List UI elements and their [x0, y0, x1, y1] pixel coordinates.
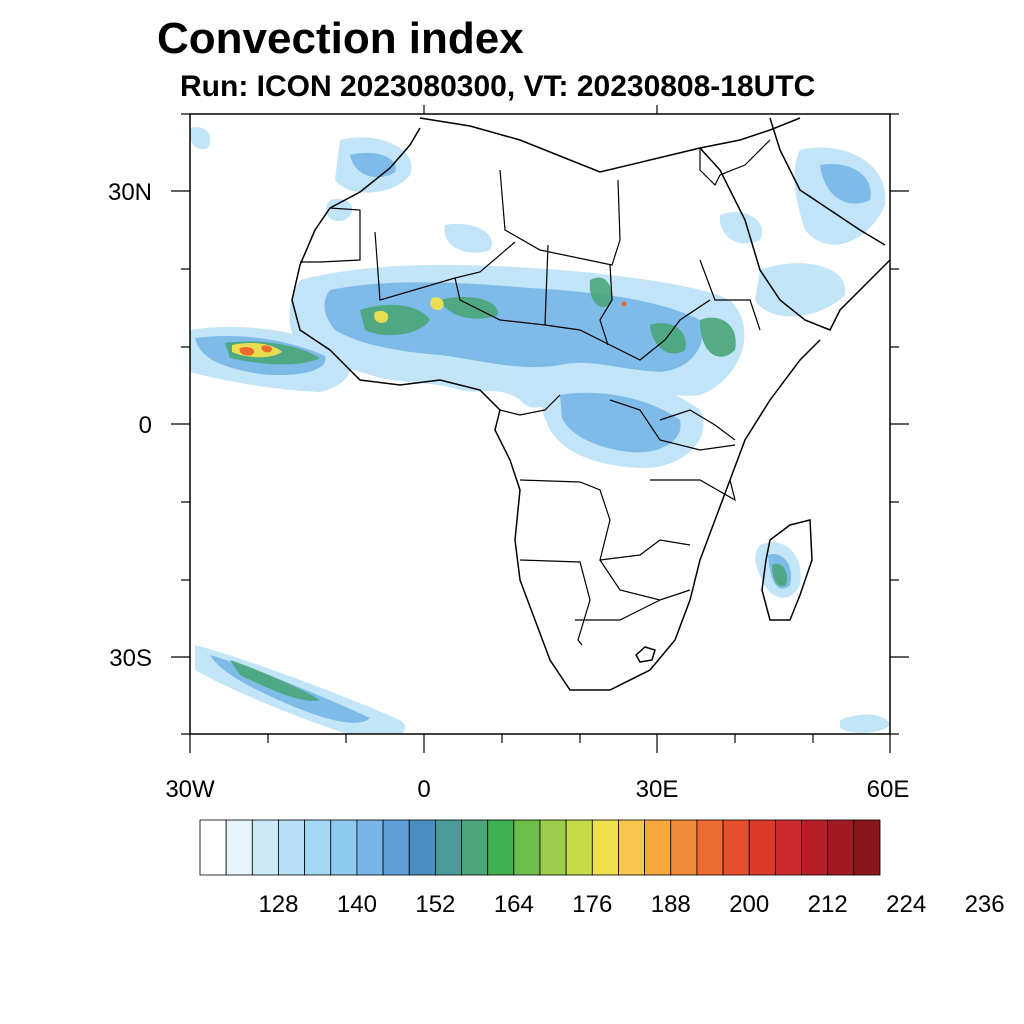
colorbar-box [356, 819, 384, 876]
colorbar-box [801, 819, 829, 876]
colorbar-box [853, 819, 881, 876]
colorbar-box [565, 819, 593, 876]
colorbar [199, 819, 881, 876]
colorbar-label: 188 [651, 891, 691, 918]
colorbar-label: 224 [886, 891, 926, 918]
colorbar-box [774, 819, 802, 876]
colorbar-box [225, 819, 253, 876]
lon-label-30w: 30W [165, 776, 215, 803]
colorbar-box [199, 819, 227, 876]
colorbar-box [513, 819, 541, 876]
map-subtitle: Run: ICON 2023080300, VT: 20230808-18UTC [180, 70, 816, 103]
axis-ticks [171, 105, 909, 753]
colorbar-box [330, 819, 358, 876]
colorbar-box [670, 819, 698, 876]
lat-label-30s: 30S [109, 645, 152, 672]
colorbar-box [591, 819, 619, 876]
map-frame [189, 113, 891, 735]
colorbar-box [304, 819, 332, 876]
colorbar-label: 140 [337, 891, 377, 918]
lat-label-30n: 30N [108, 179, 152, 206]
lon-label-30e: 30E [636, 776, 679, 803]
colorbar-box [251, 819, 279, 876]
lat-label-0: 0 [139, 412, 152, 439]
colorbar-box [434, 819, 462, 876]
coastlines [291, 117, 890, 691]
colorbar-box [748, 819, 776, 876]
colorbar-box [722, 819, 750, 876]
colorbar-box [408, 819, 436, 876]
colorbar-label: 164 [494, 891, 534, 918]
colorbar-labels: 128 140 152 164 176 188 200 212 224 236 [258, 891, 1004, 918]
colorbar-box [278, 819, 306, 876]
colorbar-label: 200 [729, 891, 769, 918]
lon-label-0: 0 [417, 776, 430, 803]
map-title: Convection index [157, 14, 524, 63]
colorbar-box [618, 819, 646, 876]
colorbar-box [539, 819, 567, 876]
colorbar-label: 176 [572, 891, 612, 918]
colorbar-box [696, 819, 724, 876]
lon-label-60e: 60E [867, 776, 910, 803]
colorbar-box [644, 819, 672, 876]
colorbar-label: 212 [808, 891, 848, 918]
colorbar-box [827, 819, 855, 876]
colorbar-label: 236 [965, 891, 1005, 918]
colorbar-box [487, 819, 515, 876]
colorbar-label: 152 [415, 891, 455, 918]
colorbar-label: 128 [258, 891, 298, 918]
colorbar-box [382, 819, 410, 876]
colorbar-box [461, 819, 489, 876]
convection-field [190, 127, 890, 734]
country-borders [300, 139, 771, 646]
